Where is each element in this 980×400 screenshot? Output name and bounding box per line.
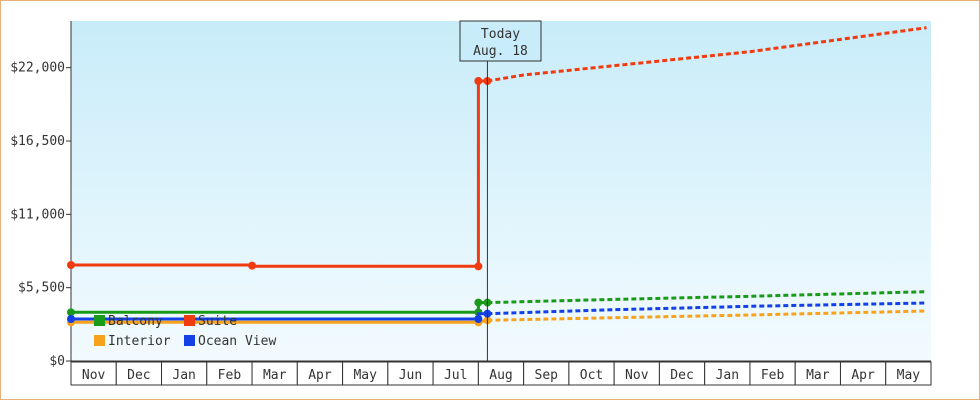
x-tick-label: Oct: [580, 368, 603, 383]
x-tick-label: Feb: [761, 368, 785, 383]
x-tick-label: Aug: [489, 368, 512, 383]
y-tick-label: $5,500: [18, 281, 65, 296]
today-label: Today: [481, 27, 520, 42]
x-tick-label: Feb: [218, 368, 242, 383]
legend-label-ocean-view: Ocean View: [198, 334, 276, 349]
series-forecast-interior: [487, 309, 927, 322]
x-tick-label: Apr: [851, 368, 875, 383]
today-marker: Today Aug. 18: [459, 20, 542, 361]
y-axis: $0 $5,500 $11,000 $16,500 $22,000: [10, 21, 72, 369]
x-tick-label: Jan: [172, 368, 195, 383]
legend-swatch-interior: [94, 335, 105, 346]
x-tick-label: Nov: [625, 368, 649, 383]
x-tick-label: Dec: [670, 368, 693, 383]
x-tick-label: Jan: [716, 368, 739, 383]
x-tick-label: Apr: [308, 368, 332, 383]
series-point-suite: [474, 262, 483, 271]
today-date: Aug. 18: [473, 44, 528, 59]
series-point-suite: [248, 261, 257, 270]
series-line-balcony: [71, 301, 488, 314]
y-tick-label: $0: [49, 354, 65, 369]
series-point-balcony: [67, 308, 75, 317]
legend-label-balcony: Balcony: [108, 314, 163, 329]
series-point-balcony: [474, 298, 483, 307]
x-tick-label: Mar: [263, 368, 287, 383]
x-tick-label: Dec: [127, 368, 150, 383]
x-month-cell: [885, 361, 932, 386]
x-tick-label: Mar: [806, 368, 830, 383]
series-point-suite: [474, 77, 483, 85]
x-tick-label: Jun: [399, 368, 422, 383]
series-forecast-suite: [487, 26, 927, 83]
x-tick-label: May: [897, 368, 921, 383]
legend-swatch-ocean-view: [184, 335, 195, 346]
x-tick-label: Nov: [82, 368, 106, 383]
x-axis: Nov Dec Jan Feb Mar Apr May Jun Jul Aug Sep Oct Nov D…: [70, 360, 932, 386]
series-forecast-ocean-view: [487, 301, 927, 316]
y-tick-label: $11,000: [10, 207, 65, 222]
legend-label-interior: Interior: [108, 334, 171, 349]
series-forecast-balcony: [487, 290, 927, 305]
series-point-ocean-view: [474, 315, 483, 323]
series-point-suite: [67, 261, 75, 269]
legend-label-suite: Suite: [198, 314, 237, 329]
y-tick-label: $22,000: [10, 61, 65, 76]
x-tick-label: May: [353, 368, 377, 383]
today-label-box: [459, 20, 542, 62]
series-point-ocean-view: [67, 315, 75, 323]
plot-area: [71, 21, 931, 361]
legend-swatch-balcony: [94, 315, 105, 326]
x-tick-label: Sep: [535, 368, 559, 383]
y-tick-label: $16,500: [10, 134, 65, 149]
x-tick-label: Jul: [444, 368, 467, 383]
series-layer: [67, 26, 927, 327]
legend-swatch-suite: [184, 315, 195, 326]
legend: Balcony Suite Interior Ocean View: [94, 314, 276, 349]
